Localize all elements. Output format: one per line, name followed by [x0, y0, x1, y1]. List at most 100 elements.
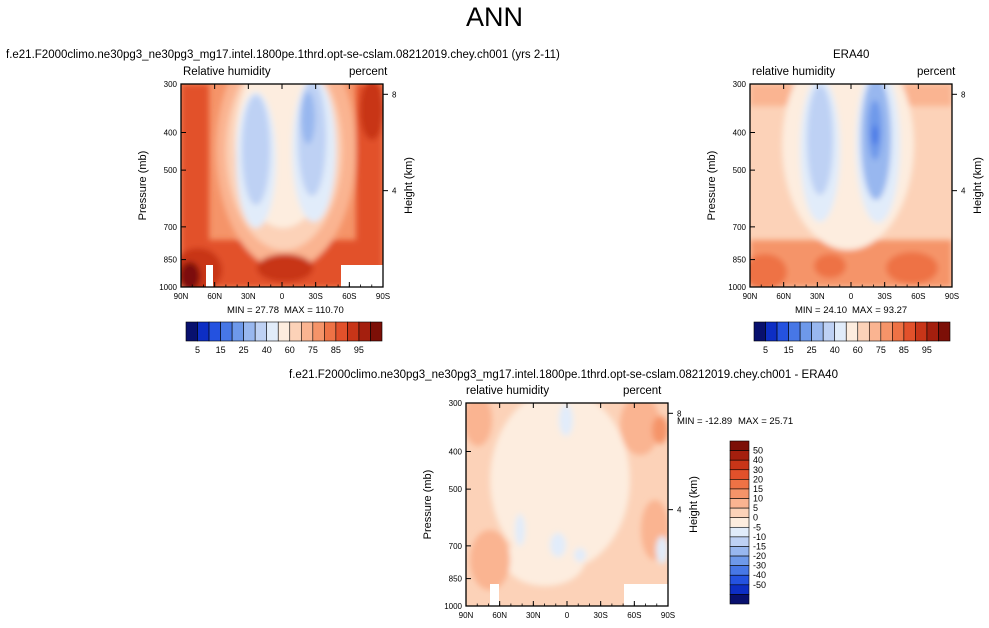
panel3-colorbar-label: 50: [753, 446, 763, 456]
panel3-ytick-label: 850: [449, 575, 463, 584]
panel2-ylabel-right: Height (km): [972, 157, 984, 214]
panel1-colorbar-box: [208, 321, 221, 342]
panel1-xtick-label: 90S: [376, 292, 390, 301]
panel1-colorbar-box: [231, 321, 244, 342]
panel1-colorbar-box: [335, 321, 348, 342]
panel1-colorbar-box: [220, 321, 233, 342]
panel3-colorbar-label: -10: [753, 532, 766, 542]
panel1-ytick-label: 700: [164, 223, 178, 232]
panel3-ytick-label: 1000: [444, 602, 462, 611]
panel2-colorbar-box: [903, 321, 916, 342]
panel3-max-label: MAX = 25.71: [738, 416, 794, 427]
panel3-colorbar-box: [729, 536, 750, 547]
panel3-xtick-label: 60S: [627, 611, 641, 620]
panel3-colorbar-box: [729, 574, 750, 586]
page-title: ANN: [465, 2, 523, 32]
panel3-colorbar-label: -20: [753, 551, 766, 561]
panel2-ytick-label: 700: [733, 223, 747, 232]
panel1-colorbar-label: 85: [331, 345, 341, 355]
panel2-colorbar-label: 85: [899, 345, 909, 355]
panel2-xtick-label: 60S: [911, 292, 925, 301]
panel2-colorbar-box: [811, 321, 824, 342]
panel1-colorbar-box: [300, 321, 314, 342]
panel3-colorbar-box: [729, 565, 750, 576]
panel3-colorbar-box: [729, 479, 750, 490]
panel2-colorbar-box: [915, 321, 928, 342]
panel2-height-tick-label: 8: [961, 90, 966, 99]
panel2-field: [750, 84, 952, 287]
panel3-colorbar-box: [729, 594, 750, 605]
panel3-colorbar-label: 40: [753, 455, 763, 465]
panel2-colorbar-box: [845, 321, 859, 342]
panel2-colorbar-box: [868, 321, 882, 342]
panel2-colorbar-box: [776, 321, 789, 342]
panel1-colorbar-box: [266, 321, 279, 342]
panel1-colorbar-box: [370, 321, 383, 342]
panel2-max-label: MAX = 93.27: [852, 305, 908, 316]
panel2-title: ERA40: [833, 49, 870, 61]
panel1-colorbar-box: [289, 321, 302, 342]
panel2-ytick-label: 1000: [728, 283, 746, 292]
panel1-colorbar-box: [358, 321, 371, 342]
panel3-colorbar-box: [729, 450, 750, 461]
panel1-colorbar-box: [312, 321, 325, 342]
panel3-colorbar-box: [729, 498, 750, 509]
panel3-colorbar-label: 15: [753, 484, 763, 494]
panel1-xtick-label: 60N: [207, 292, 222, 301]
panel3-colorbar-label: -30: [753, 561, 766, 571]
panel2-colorbar-label: 15: [784, 345, 794, 355]
panel3-colorbar-box: [729, 507, 750, 519]
panel1-ytick-label: 500: [164, 166, 178, 175]
panel2-colorbar-label: 60: [853, 345, 863, 355]
panel2-colorbar-box: [834, 321, 847, 342]
panel1-xtick-label: 30S: [309, 292, 323, 301]
panel3-min-label: MIN = -12.89: [677, 416, 733, 427]
panel3-field: [466, 403, 668, 606]
panel3-colorbar-label: -50: [753, 580, 766, 590]
panel2-xtick-label: 30S: [878, 292, 892, 301]
panel2-ytick-label: 400: [733, 129, 747, 138]
panel2-colorbar-box: [822, 321, 836, 342]
panel3-colorbar-label: 30: [753, 465, 763, 475]
panel2-colorbar-box: [938, 321, 951, 342]
panel1-colorbar-box: [324, 321, 337, 342]
panel1-colorbar-box: [243, 321, 256, 342]
panel3-colorbar-box: [729, 469, 750, 480]
panel3-colorbar-label: 5: [753, 503, 758, 513]
panel2-xtick-label: 0: [849, 292, 854, 301]
panel3-colorbar-label: 0: [753, 513, 758, 523]
panel3-colorbar-label: 10: [753, 494, 763, 504]
panel1-colorbar-label: 5: [195, 345, 200, 355]
panel1-ytick-label: 1000: [159, 283, 177, 292]
panel1-colorbar-box: [254, 321, 268, 342]
panel3-title: f.e21.F2000climo.ne30pg3_ne30pg3_mg17.in…: [289, 369, 838, 381]
panel3-colorbar-box: [729, 459, 750, 471]
panel3-ytick-label: 400: [449, 448, 463, 457]
panel3-height-tick-label: 4: [677, 506, 682, 515]
panel3-ytick-label: 300: [449, 399, 463, 408]
panel2-colorbar-label: 75: [876, 345, 886, 355]
panel2-xtick-label: 90N: [743, 292, 758, 301]
panel3-xtick-label: 60N: [492, 611, 507, 620]
panel3-colorbar-box: [729, 488, 750, 499]
panel1-ytick-label: 400: [164, 129, 178, 138]
panel2-left-label: relative humidity: [752, 66, 836, 78]
panel3-ylabel: Pressure (mb): [422, 470, 434, 540]
panel2-ytick-label: 850: [733, 256, 747, 265]
panel1-colorbar-label: 75: [308, 345, 318, 355]
panel2-ylabel: Pressure (mb): [706, 151, 718, 221]
panel2-colorbar-box: [799, 321, 812, 342]
panel2-colorbar-box: [892, 321, 905, 342]
panel1-ylabel-right: Height (km): [403, 157, 415, 214]
panel1-max-label: MAX = 110.70: [284, 305, 344, 316]
panel1-xtick-label: 60S: [342, 292, 356, 301]
panel2-colorbar-label: 95: [922, 345, 932, 355]
panel3-colorbar-box: [729, 517, 750, 528]
panel3-height-tick-label: 8: [677, 409, 682, 418]
panel1-colorbar-label: 15: [216, 345, 226, 355]
panel1-height-tick-label: 4: [392, 187, 397, 196]
panel2-colorbar-box: [765, 321, 778, 342]
panel1-colorbar-label: 25: [239, 345, 249, 355]
panel1-left-label: Relative humidity: [183, 66, 271, 78]
panel2-colorbar-box: [880, 321, 893, 342]
